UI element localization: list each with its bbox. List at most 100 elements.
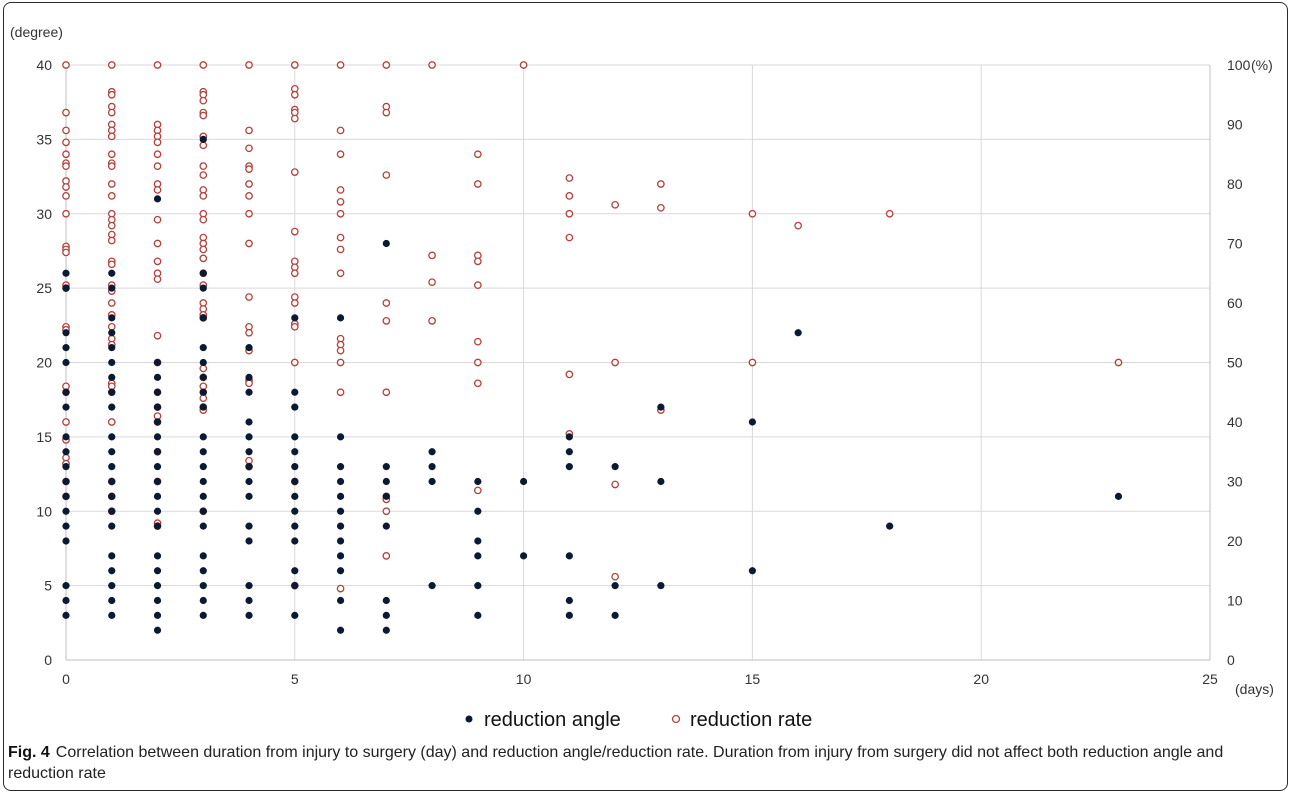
caption-label: Fig. 4 bbox=[8, 744, 50, 761]
reduction-angle-point bbox=[153, 358, 162, 367]
y2-tick-label: 60 bbox=[1227, 295, 1243, 311]
legend-rate-marker bbox=[671, 714, 681, 724]
reduction-angle-point bbox=[382, 596, 390, 605]
reduction-angle-point bbox=[886, 522, 894, 530]
reduction-rate-point bbox=[199, 394, 208, 403]
reduction-angle-point bbox=[108, 373, 116, 381]
reduction-angle-point bbox=[245, 344, 253, 352]
reduction-rate-point bbox=[336, 126, 345, 135]
reduction-angle-point bbox=[336, 537, 345, 545]
reduction-rate-point bbox=[199, 171, 208, 179]
reduction-angle-point bbox=[336, 492, 345, 500]
reduction-rate-point bbox=[473, 379, 482, 388]
reduction-angle-point bbox=[336, 314, 345, 322]
reduction-rate-point bbox=[199, 245, 208, 254]
reduction-angle-point bbox=[199, 135, 207, 143]
reduction-rate-point bbox=[382, 316, 391, 325]
y-tick-label: 0 bbox=[44, 652, 52, 668]
reduction-rate-point bbox=[199, 364, 208, 373]
reduction-rate-point bbox=[473, 281, 482, 289]
reduction-angle-point bbox=[108, 522, 116, 530]
reduction-angle-point bbox=[199, 477, 207, 486]
reduction-angle-point bbox=[153, 552, 162, 560]
reduction-angle-point bbox=[62, 344, 70, 352]
reduction-angle-point bbox=[108, 448, 116, 456]
reduction-angle-point bbox=[199, 552, 207, 560]
reduction-rate-point bbox=[62, 183, 70, 191]
y-tick-label: 40 bbox=[36, 57, 52, 73]
reduction-angle-point bbox=[108, 329, 116, 337]
reduction-rate-point bbox=[336, 358, 345, 367]
reduction-rate-point bbox=[107, 162, 116, 170]
reduction-angle-point bbox=[153, 388, 162, 396]
reduction-angle-point bbox=[336, 507, 345, 515]
reduction-rate-point bbox=[245, 126, 253, 135]
reduction-angle-point bbox=[565, 611, 573, 619]
reduction-angle-point bbox=[611, 463, 619, 471]
reduction-rate-point bbox=[199, 215, 208, 224]
reduction-rate-point bbox=[290, 90, 299, 99]
reduction-rate-point bbox=[748, 209, 757, 218]
reduction-angle-point bbox=[291, 507, 299, 515]
reduction-rate-point bbox=[336, 245, 345, 254]
reduction-rate-point bbox=[565, 209, 574, 218]
reduction-angle-point bbox=[657, 403, 665, 411]
reduction-rate-point bbox=[290, 358, 299, 367]
reduction-rate-point bbox=[107, 192, 116, 200]
reduction-rate-point bbox=[382, 388, 391, 397]
reduction-rate-point bbox=[794, 221, 803, 230]
reduction-angle-point bbox=[245, 596, 253, 605]
reduction-rate-point bbox=[336, 186, 345, 194]
reduction-rate-point bbox=[473, 150, 482, 159]
y2-tick-label: 80 bbox=[1227, 176, 1243, 192]
reduction-rate-point bbox=[473, 180, 482, 188]
reduction-angle-point bbox=[153, 448, 162, 456]
reduction-angle-point bbox=[108, 388, 116, 396]
reduction-rate-point bbox=[107, 61, 116, 69]
reduction-rate-point bbox=[657, 180, 665, 188]
reduction-rate-point bbox=[565, 370, 574, 379]
reduction-angle-point bbox=[382, 611, 390, 619]
reduction-rate-point bbox=[62, 138, 70, 147]
reduction-angle-point bbox=[291, 388, 299, 396]
reduction-angle-point bbox=[565, 463, 573, 471]
reduction-rate-point bbox=[336, 346, 345, 355]
reduction-angle-point bbox=[153, 522, 162, 530]
reduction-angle-point bbox=[611, 611, 619, 619]
reduction-angle-point bbox=[62, 522, 70, 530]
reduction-angle-point bbox=[794, 329, 802, 337]
reduction-rate-point bbox=[245, 379, 253, 388]
reduction-rate-point bbox=[153, 239, 162, 248]
reduction-rate-point bbox=[290, 114, 299, 123]
reduction-angle-point bbox=[245, 433, 253, 441]
reduction-rate-point bbox=[62, 108, 70, 117]
reduction-rate-point bbox=[199, 192, 208, 200]
reduction-angle-point bbox=[245, 418, 253, 426]
reduction-angle-point bbox=[291, 403, 299, 411]
reduction-angle-point bbox=[382, 463, 390, 471]
reduction-angle-points bbox=[62, 135, 1123, 634]
reduction-rate-point bbox=[336, 209, 345, 218]
reduction-angle-point bbox=[291, 611, 299, 619]
reduction-rate-point bbox=[382, 299, 391, 307]
reduction-angle-point bbox=[62, 596, 70, 605]
reduction-rate-point bbox=[290, 61, 299, 69]
reduction-rate-point bbox=[611, 358, 619, 367]
reduction-angle-point bbox=[520, 552, 528, 560]
reduction-angle-point bbox=[153, 492, 162, 500]
reduction-angle-point bbox=[336, 567, 345, 575]
reduction-angle-point bbox=[245, 537, 253, 545]
reduction-angle-point bbox=[62, 358, 70, 367]
y-tick-label: 5 bbox=[44, 578, 52, 594]
reduction-angle-point bbox=[291, 492, 299, 500]
reduction-angle-point bbox=[199, 388, 207, 396]
y-tick-label: 30 bbox=[36, 206, 52, 222]
reduction-angle-point bbox=[199, 596, 207, 605]
reduction-rate-point bbox=[153, 215, 162, 224]
reduction-rate-point bbox=[107, 108, 116, 117]
reduction-angle-point bbox=[108, 403, 116, 411]
reduction-angle-point bbox=[291, 522, 299, 530]
reduction-rate-point bbox=[107, 150, 116, 159]
reduction-angle-point bbox=[199, 448, 207, 456]
reduction-rate-point bbox=[153, 150, 162, 159]
